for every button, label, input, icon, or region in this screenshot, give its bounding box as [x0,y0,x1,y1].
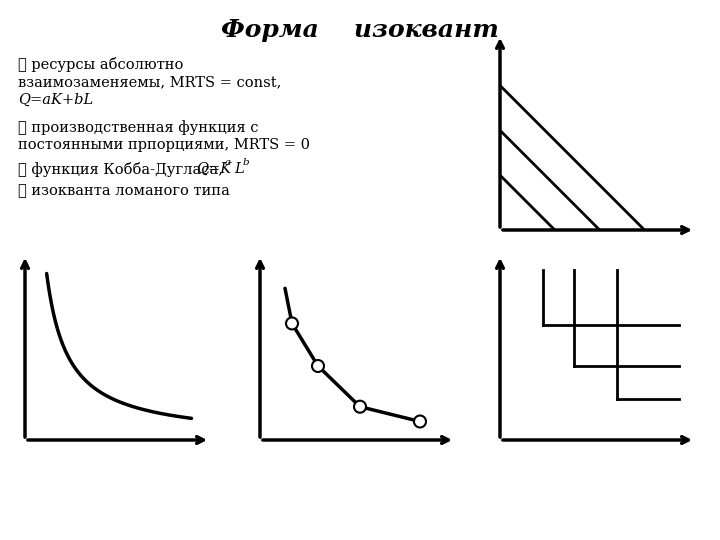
Circle shape [312,360,324,372]
Text: ❖ ресурсы абсолютно: ❖ ресурсы абсолютно [18,57,184,72]
Text: взаимозаменяемы, MRTS = const,: взаимозаменяемы, MRTS = const, [18,75,282,89]
Circle shape [286,318,298,329]
Text: L: L [234,162,244,176]
Text: a: a [225,158,231,167]
Text: Q=aK+bL: Q=aK+bL [18,93,94,107]
Circle shape [354,401,366,413]
Text: постоянными прпорциями, MRTS = 0: постоянными прпорциями, MRTS = 0 [18,138,310,152]
Text: b: b [243,158,250,167]
Text: ❖ изокванта ломаного типа: ❖ изокванта ломаного типа [18,184,230,198]
Text: Форма    изоквант: Форма изоквант [221,18,499,42]
Circle shape [414,415,426,428]
Text: ❖ производственная функция с: ❖ производственная функция с [18,120,258,135]
Text: Q=K: Q=K [196,162,231,176]
Text: ❖ функция Кобба-Дугласа,: ❖ функция Кобба-Дугласа, [18,162,228,177]
